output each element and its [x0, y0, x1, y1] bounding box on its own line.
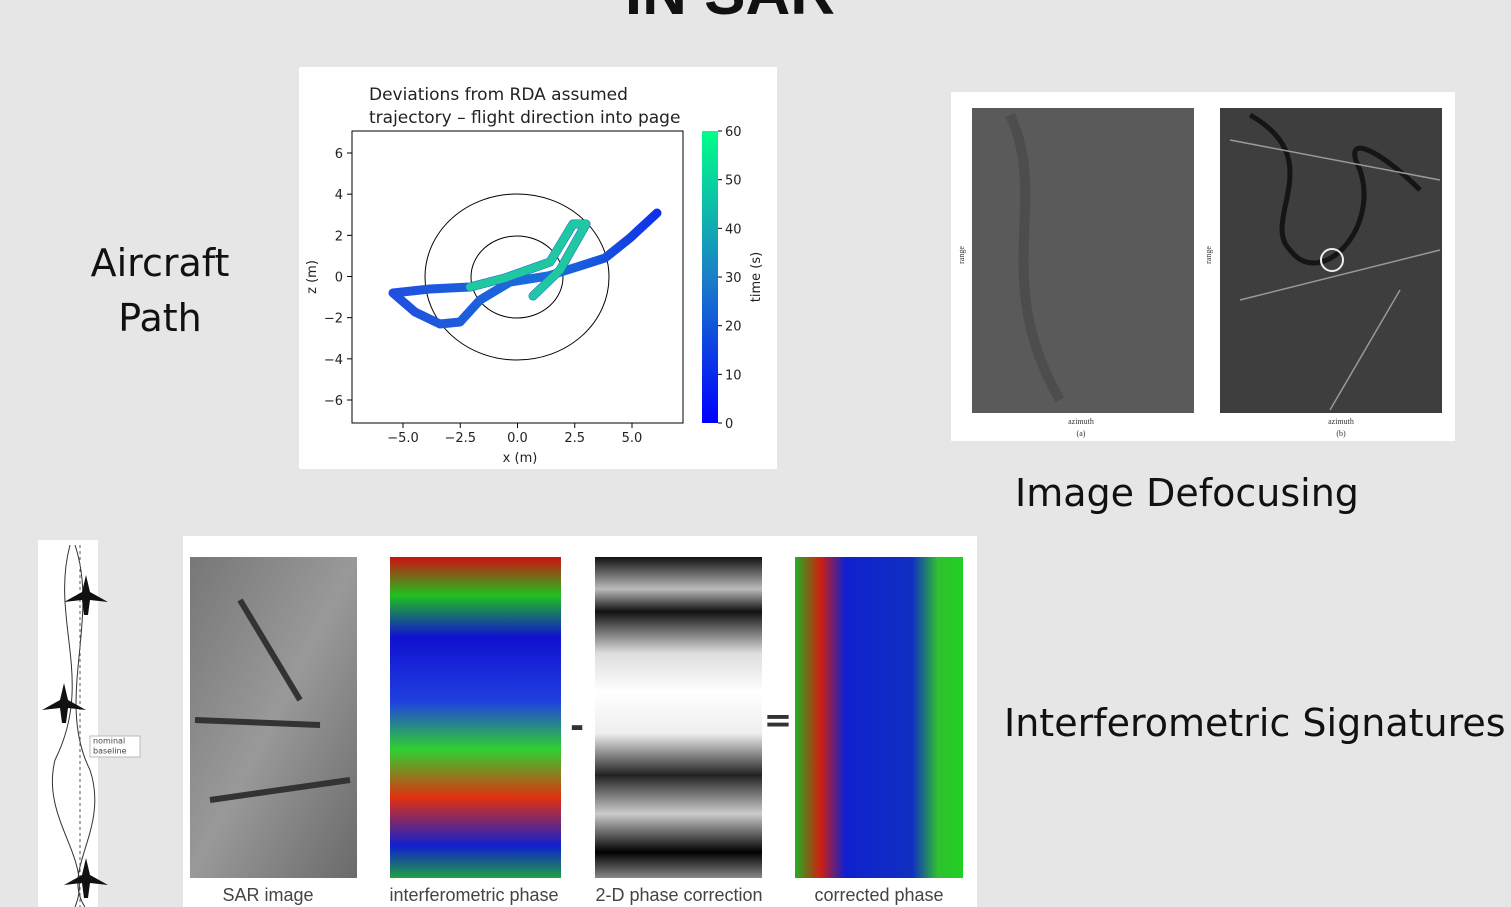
x-tick-label: −2.5 — [444, 431, 476, 446]
y-tick-label: 0 — [335, 271, 343, 286]
operator: = — [764, 701, 793, 741]
caption: 2-D phase correction — [595, 885, 762, 905]
colorbar-tick-label: 30 — [725, 271, 742, 286]
plot-title: trajectory – flight direction into page — [369, 108, 680, 128]
colorbar-tick-label: 0 — [725, 417, 733, 432]
baseline-text: baseline — [93, 747, 127, 756]
baseline-text: nominal — [93, 737, 125, 746]
y-tick-label: −4 — [324, 353, 343, 368]
x-tick-label: 5.0 — [622, 431, 643, 446]
x-tick-label: −5.0 — [387, 431, 419, 446]
section-label: Interferometric Signatures — [1004, 701, 1506, 745]
y-tick-label: −2 — [324, 312, 343, 327]
caption: SAR image — [222, 885, 313, 905]
panel-label: (a) — [1077, 429, 1086, 438]
trajectory-plot: Deviations from RDA assumed trajectory –… — [299, 67, 777, 469]
section-label: Image Defocusing — [1015, 471, 1359, 515]
panel-label: (b) — [1336, 429, 1346, 438]
colorbar-tick-label: 60 — [725, 125, 742, 140]
x-tick-label: 2.5 — [564, 431, 585, 446]
y-tick-label: 4 — [335, 188, 343, 203]
colorbar-tick-label: 10 — [725, 368, 742, 383]
section-label: Path — [118, 296, 201, 340]
colorbar-tick-label: 50 — [725, 174, 742, 189]
y-tick-label: −6 — [324, 394, 343, 409]
slide: IN SAR Aircraft Path Deviations from RDA… — [0, 0, 1511, 907]
axis-text: azimuth — [1328, 417, 1354, 426]
axis-text: range — [957, 246, 966, 264]
colorbar-tick-label: 20 — [725, 320, 742, 335]
axis-text: range — [1204, 246, 1213, 264]
axis-text: azimuth — [1068, 417, 1094, 426]
section-label: Aircraft — [91, 241, 230, 285]
caption: interferometric phase — [389, 885, 558, 905]
y-tick-label: 2 — [335, 229, 343, 244]
plot-title: Deviations from RDA assumed — [369, 85, 628, 105]
caption: corrected phase — [814, 885, 943, 905]
sar-image — [190, 557, 357, 878]
x-axis-label: x (m) — [503, 451, 538, 466]
y-tick-label: 6 — [335, 147, 343, 162]
colorbar — [702, 131, 718, 423]
corrected-phase-image — [795, 557, 963, 878]
y-axis-label: z (m) — [305, 260, 320, 294]
sar-image-blurred — [972, 108, 1194, 413]
interferometric-phase-image — [390, 557, 561, 878]
colorbar-label: time (s) — [749, 252, 764, 302]
operator: - — [570, 707, 584, 747]
x-tick-label: 0.0 — [507, 431, 528, 446]
colorbar-tick-label: 40 — [725, 222, 742, 237]
slide-title: IN SAR — [625, 0, 835, 28]
phase-correction-image — [595, 557, 762, 878]
